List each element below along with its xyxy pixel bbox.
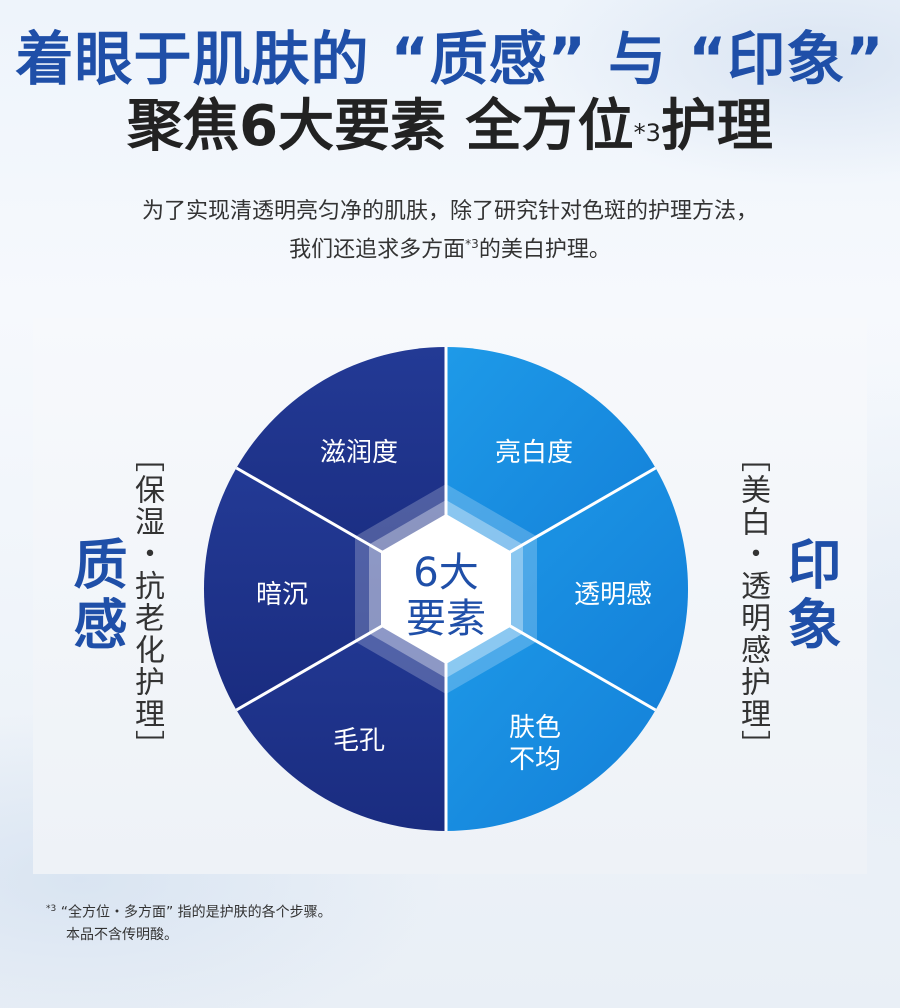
subheadline-end: 护理 [660,94,773,159]
label-dullness: 暗沉 [256,580,308,610]
footnote-line-1: *3 “全方位・多方面” 指的是护肤的各个步骤。 [46,898,332,924]
segment-top-right [446,347,656,589]
description-line-2b: 的美白护理。 [478,237,611,263]
label-uneven-tone-1: 肤色 [509,713,561,743]
footnote-line-2: 本品不含传明酸。 [66,926,178,943]
center-hexagon [381,514,511,664]
six-elements-wheel: 6大 要素 滋润度 暗沉 毛孔 亮白度 透明感 肤色 不均 [203,347,689,831]
diagram-panel: 6大 要素 滋润度 暗沉 毛孔 亮白度 透明感 肤色 不均 ［保湿・抗老化护理］… [33,318,867,874]
label-uneven-tone-2: 不均 [509,745,561,775]
footnote-text-1: “全方位・多方面” 指的是护肤的各个步骤。 [60,904,332,921]
subheadline: 聚焦6大要素 全方位*3护理 [0,92,900,162]
label-moisture: 滋润度 [320,438,398,468]
label-brightness: 亮白度 [495,438,573,468]
left-category-texture: 质感 [64,536,127,656]
right-category-impression: 印象 [778,536,841,656]
left-care-label: ［保湿・抗老化护理］ [129,442,164,762]
right-care-label: ［美白・透明感护理］ [735,442,770,762]
center-text-line-2: 要素 [406,596,486,642]
center-text-line-1: 6大 [413,550,478,596]
description-line-1: 为了实现清透明亮匀净的肌肤，除了研究针对色斑的护理方法， [141,199,758,224]
headline: 着眼于肌肤的 “质感” 与 “印象” [15,25,885,93]
footnote: *3 “全方位・多方面” 指的是护肤的各个步骤。 本品不含传明酸。 [46,898,332,946]
label-pores: 毛孔 [333,726,385,756]
segment-left [203,468,446,710]
label-transparency: 透明感 [574,580,652,610]
description: 为了实现清透明亮匀净的肌肤，除了研究针对色斑的护理方法， 我们还追求多方面*3的… [0,196,900,266]
segment-top-left [236,347,446,589]
description-footnote-mark: *3 [465,237,479,251]
subheadline-footnote-mark: *3 [633,119,661,147]
segment-bottom-left [236,589,446,831]
segment-right [446,468,689,710]
segment-bottom-right [446,589,656,831]
description-line-2a: 我们还追求多方面 [289,237,466,263]
subheadline-main: 聚焦6大要素 全方位 [127,94,634,159]
footnote-mark: *3 [46,904,57,914]
description-line-2: 我们还追求多方面*3的美白护理。 [0,228,900,266]
